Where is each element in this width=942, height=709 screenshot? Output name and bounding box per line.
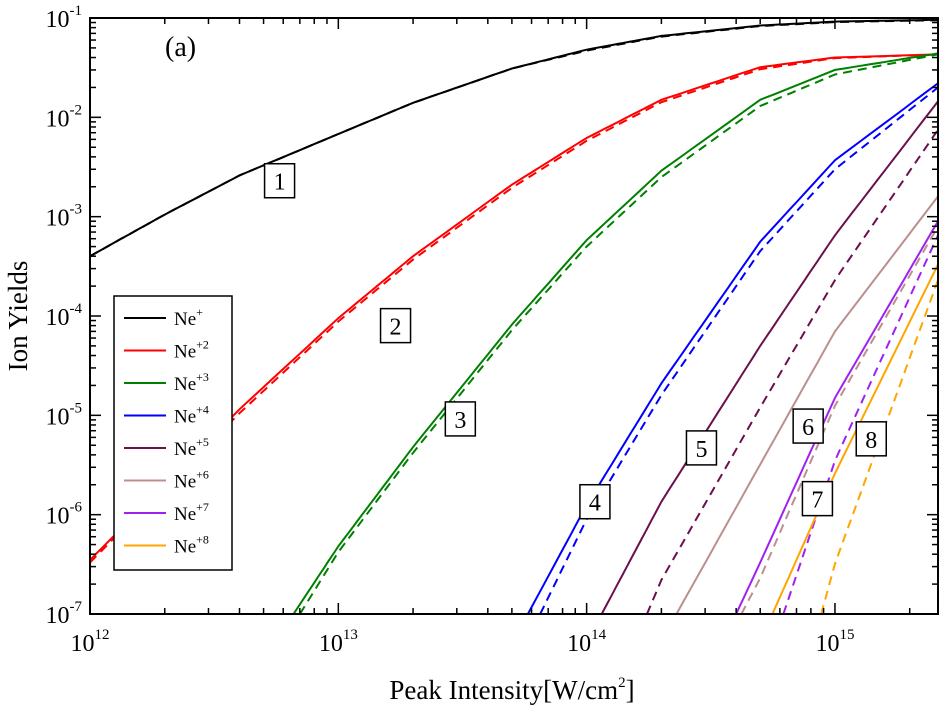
plot-frame [89,17,939,615]
curve-label-5: 5 [685,430,718,466]
curve-label-6: 6 [792,408,824,444]
curve-label-text: 4 [589,491,601,517]
curve-label-text: 2 [390,315,402,341]
curve-label-box [444,401,477,437]
legend: Ne+ Ne+2 Ne+3 Ne+4 Ne+5 Ne+6 Ne+7 Ne+8 [113,295,233,571]
curve-labels: 1 2 3 4 5 6 7 8 [263,162,887,520]
x-tick-label: 1013 [319,627,358,657]
legend-box [113,295,233,571]
curve-label-text: 7 [811,488,823,514]
curve-label-box [579,483,611,520]
x-axis-label: Peak Intensity[W/cm2] [389,675,634,705]
legend-entry-4: Ne+4 [124,403,209,428]
series-3-dashed-line [299,53,938,614]
y-tick-label: 10-2 [46,102,83,132]
series-6-dashed-line [740,225,938,614]
x-tick-label: 1014 [567,627,607,657]
curve-label-7: 7 [801,480,834,517]
series-4-solid-line [527,82,938,614]
legend-entry-1: Ne+ [124,305,203,330]
series-8-solid-line [771,264,938,614]
x-tick-label: 1015 [815,627,854,657]
curve-label-box [855,421,887,457]
legend-label: Ne+2 [174,338,209,363]
legend-entry-7: Ne+7 [124,500,209,525]
curve-label-1: 1 [263,162,296,199]
series-8-dashed-line [820,279,938,614]
curve-label-box [263,162,296,199]
panel-label: (a) [165,32,196,63]
legend-label: Ne+5 [174,435,209,460]
curve-label-box [379,307,412,344]
x-axis-label-exp: 2 [618,675,626,691]
curve-label-text: 1 [274,170,286,196]
curves [90,18,938,614]
y-tick-label: 10-5 [46,400,83,430]
curve-label-box [801,480,834,517]
curve-label-text: 6 [802,415,814,441]
x-axis-label-main: Peak Intensity[W/cm [389,675,618,705]
legend-label: Ne+4 [174,403,209,428]
y-tick-label: 10-6 [46,500,83,530]
curve-label-text: 5 [695,437,707,463]
legend-label: Ne+7 [174,500,209,525]
y-tick-label: 10-1 [46,3,83,33]
series-5-dashed-line [646,129,938,614]
legend-entry-3: Ne+3 [124,370,209,395]
legend-entry-8: Ne+8 [124,533,209,558]
legend-label: Ne+ [174,305,203,330]
legend-label: Ne+6 [174,468,209,493]
y-axis-label: Ion Yields [3,261,33,372]
legend-entry-5: Ne+5 [124,435,209,460]
series-5-solid-line [600,100,938,614]
x-axis-label-close: ] [626,675,635,705]
curve-label-3: 3 [444,401,477,437]
y-tick-label: 10-3 [46,202,83,232]
curve-label-text: 8 [865,428,877,454]
legend-entry-6: Ne+6 [124,468,209,493]
curve-label-4: 4 [579,483,611,520]
curve-label-8: 8 [855,421,887,457]
series-1-dashed-line [90,19,938,258]
legend-label: Ne+3 [174,370,209,395]
y-tick-label: 10-7 [46,599,83,629]
series-4-dashed-line [539,86,938,614]
series-1-solid-line [90,18,938,258]
curve-label-2: 2 [379,307,412,344]
series-3-solid-line [292,52,938,614]
y-tick-label: 10-4 [46,301,83,331]
legend-entry-2: Ne+2 [124,338,209,363]
x-tick-label: 1012 [71,627,110,657]
series-6-solid-line [675,195,938,614]
series-7-solid-line [735,220,938,614]
curve-label-box [792,408,824,444]
series-7-dashed-line [782,234,938,614]
curve-label-text: 3 [454,408,466,434]
curve-label-box [685,430,718,466]
legend-label: Ne+8 [174,533,209,558]
